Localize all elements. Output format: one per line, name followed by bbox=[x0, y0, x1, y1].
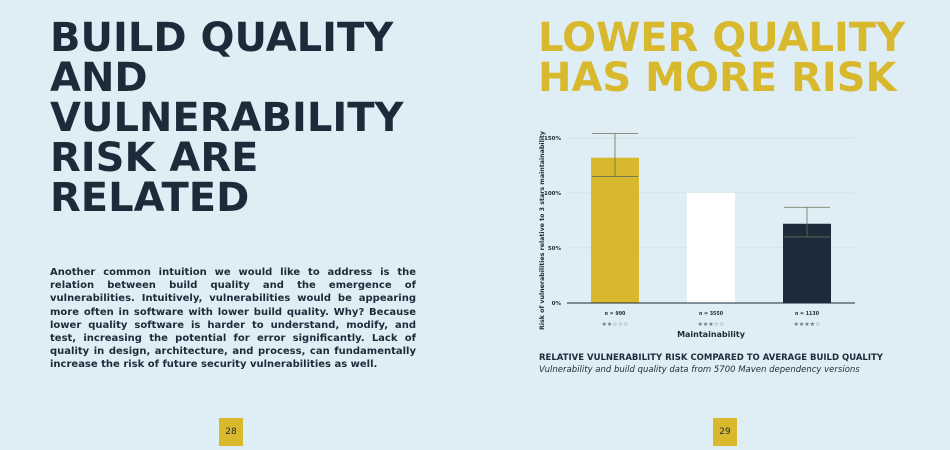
right-title-line: HAS MORE RISK bbox=[538, 55, 897, 101]
bar-n-label: n = 1130 bbox=[795, 311, 820, 317]
bar-n-label: n = 990 bbox=[605, 311, 626, 317]
y-tick-label: 50% bbox=[548, 246, 562, 252]
left-title-line: RISK ARE bbox=[50, 135, 259, 181]
left-title-line: AND bbox=[50, 55, 148, 101]
left-title-line: VULNERABILITY bbox=[50, 95, 404, 141]
bar-chart: 0% 50% 100% 150% n = 990 ★★☆☆☆ n = 3550 ★★★☆☆ n … bbox=[539, 131, 855, 339]
right-title-line: LOWER QUALITY bbox=[538, 15, 906, 61]
left-title-line: BUILD QUALITY bbox=[50, 15, 394, 61]
bar bbox=[687, 192, 735, 303]
x-axis-label: Maintainability bbox=[677, 330, 746, 339]
right-page-title: LOWER QUALITY HAS MORE RISK bbox=[538, 18, 938, 98]
left-title-line: RELATED bbox=[50, 175, 250, 221]
left-page: BUILD QUALITY AND VULNERABILITY RISK ARE… bbox=[50, 18, 450, 446]
y-axis-label: Risk of vulnerabilities relative to 3 st… bbox=[539, 131, 546, 330]
body-paragraph: Another common intuition we would like t… bbox=[50, 267, 416, 371]
page-number-right: 29 bbox=[713, 418, 737, 446]
y-tick-label: 100% bbox=[544, 191, 561, 197]
y-tick-label: 150% bbox=[544, 136, 561, 142]
bar bbox=[591, 157, 639, 303]
bar-stars-label: ★★★☆☆ bbox=[698, 321, 725, 328]
y-tick-label: 0% bbox=[552, 301, 562, 307]
bar-stars-label: ★★☆☆☆ bbox=[602, 321, 629, 328]
chart-caption: RELATIVE VULNERABILITY RISK COMPARED TO … bbox=[539, 352, 939, 376]
bar-n-label: n = 3550 bbox=[699, 311, 724, 317]
bar-stars-label: ★★★★☆ bbox=[794, 321, 821, 328]
page-number-left: 28 bbox=[219, 418, 243, 446]
left-page-title: BUILD QUALITY AND VULNERABILITY RISK ARE… bbox=[50, 18, 450, 218]
caption-title: RELATIVE VULNERABILITY RISK COMPARED TO … bbox=[539, 353, 883, 363]
right-page: LOWER QUALITY HAS MORE RISK 0% 50% 100% 150… bbox=[475, 0, 950, 450]
caption-subtitle: Vulnerability and build quality data fro… bbox=[539, 365, 860, 375]
